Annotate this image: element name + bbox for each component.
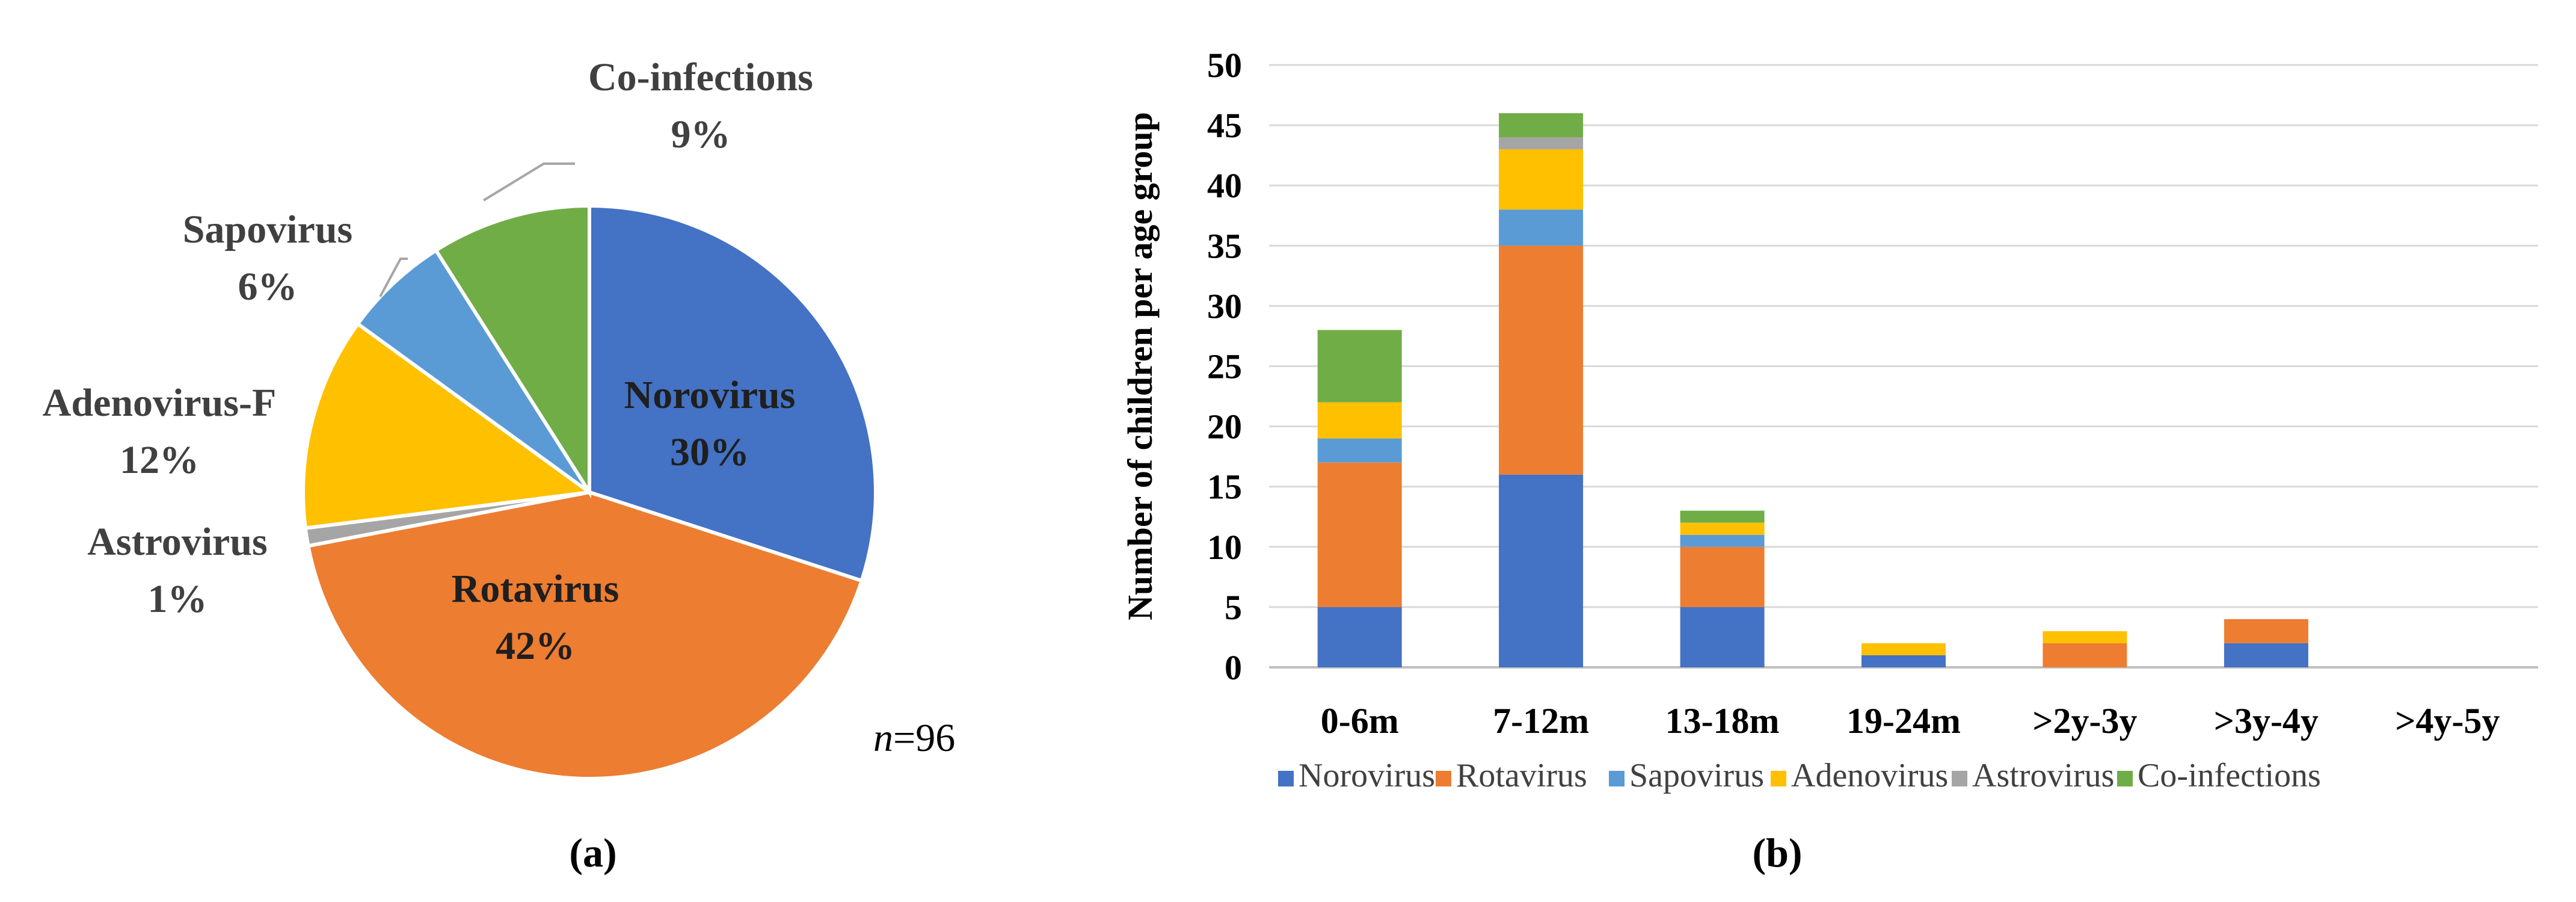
pie-slice-co-infections bbox=[433, 203, 591, 499]
pie-label-co-infections: Co-infections bbox=[588, 55, 813, 99]
y-tick-label: 5 bbox=[1225, 588, 1242, 627]
y-tick-label: 35 bbox=[1207, 226, 1242, 265]
legend-label-sapovirus: Sapovirus bbox=[1629, 757, 1764, 794]
stacked-bar-chart: 0 5 10 15 20 25 30 35 40 45 50 Number of children p… bbox=[1120, 46, 2538, 794]
legend-label-adenovirus: Adenovirus bbox=[1791, 757, 1948, 794]
pie-n-label: n=96 bbox=[873, 716, 955, 760]
bar-segment-rotavirus bbox=[1499, 246, 1584, 475]
y-tick-label: 0 bbox=[1225, 648, 1242, 687]
bar-segment-sapovirus bbox=[1680, 534, 1765, 547]
pie-slice-sapovirus bbox=[355, 247, 591, 494]
bar-segment-sapovirus bbox=[1317, 438, 1402, 463]
pie-leader-line-co-infections bbox=[482, 162, 575, 202]
pie-percent-adenovirus-f: 12% bbox=[120, 438, 199, 482]
pie-label-sapovirus: Sapovirus bbox=[183, 208, 352, 252]
legend-swatch-sapovirus bbox=[1609, 771, 1625, 786]
x-tick-label: 7-12m bbox=[1493, 701, 1589, 741]
x-tick-label: >3y-4y bbox=[2214, 701, 2319, 741]
pie-label-norovirus: Norovirus bbox=[624, 373, 796, 417]
pie-percent-norovirus: 30% bbox=[670, 430, 749, 474]
bar-segment-rotavirus bbox=[1317, 462, 1402, 607]
pie-slice-adenovirus-f bbox=[301, 321, 594, 531]
pie-n-italic: n bbox=[873, 716, 893, 760]
pie-label-rotavirus: Rotavirus bbox=[452, 567, 619, 611]
legend-label-norovirus: Norovirus bbox=[1299, 757, 1435, 794]
y-tick-label: 40 bbox=[1207, 166, 1242, 205]
pie-slice-rotavirus bbox=[306, 490, 864, 781]
legend-label-rotavirus: Rotavirus bbox=[1456, 757, 1587, 794]
bar-segment-rotavirus bbox=[2043, 643, 2127, 667]
y-tick-label: 50 bbox=[1207, 46, 1242, 85]
bar-segment-rotavirus bbox=[1680, 546, 1765, 607]
bar-segment-co-infections bbox=[1499, 113, 1584, 138]
y-tick-label: 25 bbox=[1207, 347, 1242, 386]
bar-segment-adenovirus bbox=[1317, 402, 1402, 439]
x-tick-label: 19-24m bbox=[1846, 701, 1961, 741]
pie-percent-sapovirus: 6% bbox=[238, 265, 298, 309]
x-tick-label: 13-18m bbox=[1665, 701, 1780, 741]
bar-segment-norovirus bbox=[1317, 607, 1402, 667]
y-tick-label: 10 bbox=[1207, 528, 1242, 567]
x-tick-label: >4y-5y bbox=[2395, 701, 2500, 741]
legend-swatch-adenovirus bbox=[1771, 771, 1786, 786]
bar-segment-adenovirus bbox=[1499, 149, 1584, 210]
y-tick-label: 20 bbox=[1207, 407, 1242, 446]
pie-percent-co-infections: 9% bbox=[671, 113, 731, 156]
bar-segment-adenovirus bbox=[1680, 522, 1765, 535]
bar-segment-co-infections bbox=[1680, 510, 1765, 523]
pie-label-adenovirus-f: Adenovirus-F bbox=[43, 381, 277, 425]
pie-slice-norovirus bbox=[588, 203, 878, 583]
bar-segment-norovirus bbox=[1499, 474, 1584, 667]
bar-segment-sapovirus bbox=[1499, 209, 1584, 246]
legend-label-astrovirus: Astrovirus bbox=[1972, 757, 2114, 794]
pie-chart: Norovirus 30% Rotavirus 42% Astrovirus 1% Aden… bbox=[43, 55, 878, 781]
bar-segment-astrovirus bbox=[1499, 137, 1584, 150]
legend-label-co-infections: Co-infections bbox=[2138, 757, 2321, 794]
legend-swatch-norovirus bbox=[1278, 771, 1294, 786]
pie-n-value: =96 bbox=[893, 716, 955, 760]
bar-segment-norovirus bbox=[1680, 607, 1765, 667]
bar-segment-adenovirus bbox=[1861, 643, 1946, 655]
pie-leader-line-sapovirus bbox=[379, 258, 408, 297]
x-tick-label: >2y-3y bbox=[2032, 701, 2137, 741]
pie-percent-rotavirus: 42% bbox=[496, 624, 575, 668]
bar-segment-co-infections bbox=[1317, 330, 1402, 403]
y-tick-label: 30 bbox=[1207, 286, 1242, 326]
legend-swatch-rotavirus bbox=[1436, 771, 1451, 786]
bar-segment-norovirus bbox=[1861, 655, 1946, 667]
pie-percent-astrovirus: 1% bbox=[148, 577, 207, 621]
y-axis-title: Number of children per age group bbox=[1120, 112, 1160, 620]
bar-segment-adenovirus bbox=[2043, 631, 2127, 643]
y-tick-label: 15 bbox=[1207, 468, 1242, 507]
bar-caption: (b) bbox=[1752, 830, 1802, 876]
legend-swatch-astrovirus bbox=[1952, 771, 1967, 786]
y-tick-label: 45 bbox=[1207, 106, 1242, 145]
bar-segment-rotavirus bbox=[2224, 619, 2308, 643]
legend-swatch-co-infections bbox=[2117, 771, 2133, 786]
pie-caption: (a) bbox=[569, 830, 616, 876]
x-tick-label: 0-6m bbox=[1321, 701, 1399, 741]
bar-segment-norovirus bbox=[2224, 643, 2308, 667]
pie-label-astrovirus: Astrovirus bbox=[87, 520, 267, 564]
